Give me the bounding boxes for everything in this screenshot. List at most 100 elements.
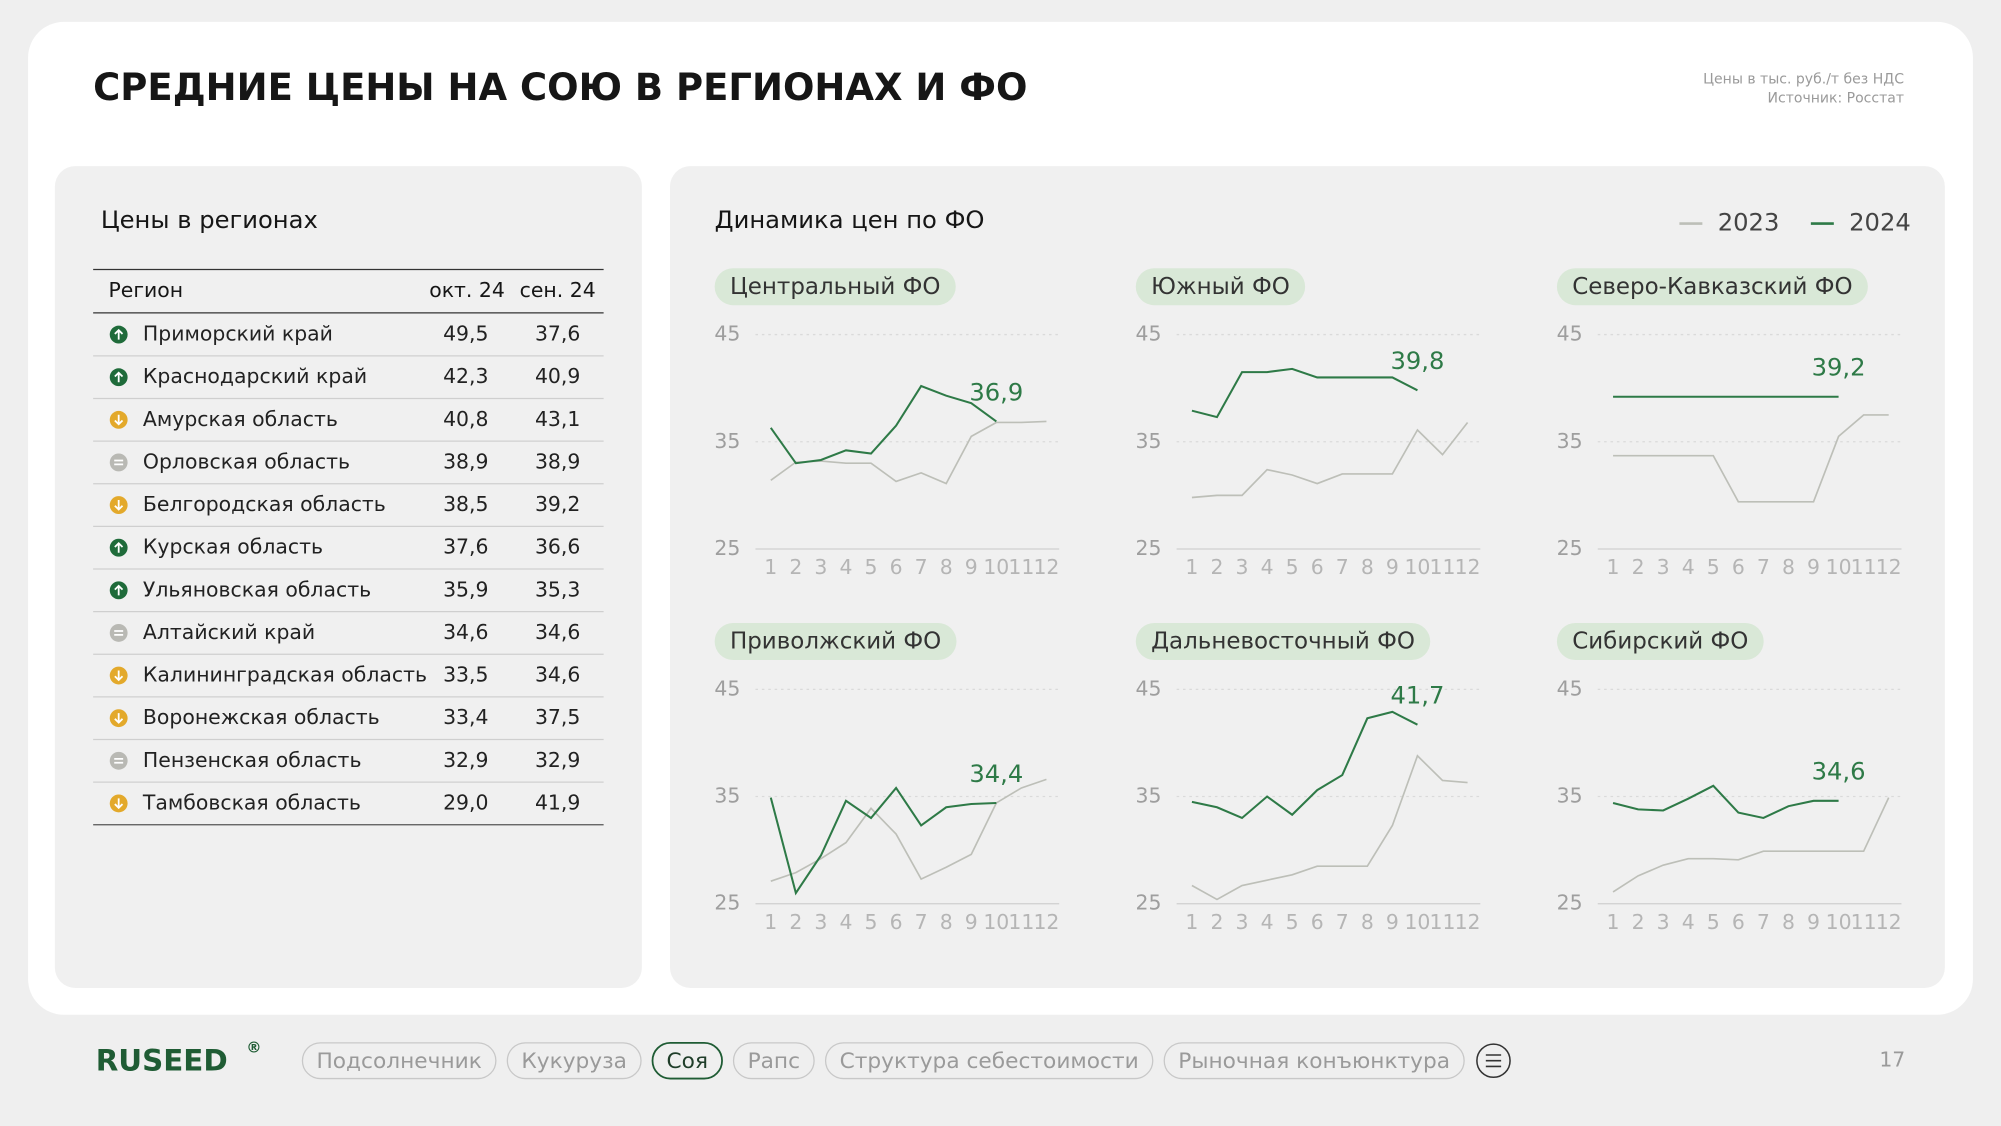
nav-label[interactable]: Структура себестоимости [840,1049,1139,1074]
price: 34,6 [535,620,580,644]
note: Цены в тыс. руб./т без НДС [1703,71,1904,87]
x-tick-label: 4 [1682,910,1695,934]
logo: RUSEED [96,1043,228,1077]
nav-pill[interactable] [1163,1042,1465,1080]
x-tick-label: 8 [940,555,953,579]
trend-arrow [114,371,124,383]
region-name: Пензенская область [143,748,362,772]
column-header: Регион [108,278,183,302]
x-tick-label: 10 [983,910,1009,934]
nav-pill[interactable] [506,1042,642,1080]
price: 32,9 [443,748,488,772]
trend-arrow [114,713,124,724]
x-tick-label: 12 [1876,910,1902,934]
y-tick-label: 45 [1557,676,1583,700]
price: 38,5 [443,492,488,516]
logo-mark: ® [246,1038,261,1056]
chart-title-pill [714,622,957,660]
x-tick-label: 9 [965,555,978,579]
column-header: сен. 24 [520,278,596,302]
legend-label: 2024 [1849,208,1911,237]
x-tick-label: 7 [915,555,928,579]
x-tick-label: 4 [1261,910,1274,934]
region-name: Ульяновская область [143,577,371,601]
x-tick-label: 11 [1008,910,1034,934]
x-tick-label: 1 [1185,555,1198,579]
x-tick-label: 9 [1807,555,1820,579]
trend-arrow [114,630,124,636]
x-tick-label: 8 [1782,910,1795,934]
x-tick-label: 12 [1876,555,1902,579]
x-tick-label: 11 [1851,555,1877,579]
x-tick-label: 8 [940,910,953,934]
y-tick-label: 25 [714,891,740,915]
y-tick-label: 45 [1557,322,1583,346]
chart-title: Приволжский ФО [730,629,941,655]
x-tick-label: 2 [1632,555,1645,579]
x-tick-label: 11 [1851,910,1877,934]
trend-arrow [114,414,124,426]
y-tick-label: 45 [1136,322,1162,346]
x-tick-label: 5 [1286,910,1299,934]
nav-label[interactable]: Кукуруза [521,1049,627,1074]
y-tick-label: 35 [1136,429,1162,453]
x-tick-label: 7 [915,910,928,934]
x-tick-label: 2 [789,910,802,934]
price: 40,9 [535,364,580,388]
nav-label[interactable]: Рапс [748,1049,800,1074]
y-tick-label: 25 [714,536,740,560]
price: 42,3 [443,364,488,388]
nav-pill[interactable] [824,1042,1154,1080]
region-name: Краснодарский край [143,364,367,388]
x-tick-label: 11 [1430,910,1456,934]
x-tick-label: 3 [1236,910,1249,934]
x-tick-label: 3 [1657,910,1670,934]
chart-title: Центральный ФО [730,274,940,300]
trend-arrow [114,798,124,810]
x-tick-label: 4 [1682,555,1695,579]
x-tick-label: 9 [1386,910,1399,934]
nav-label[interactable]: Рыночная конъюнктура [1178,1049,1450,1074]
series-line [1612,797,1890,893]
note: Источник: Росстат [1768,90,1904,106]
x-tick-label: 4 [839,555,852,579]
nav-pill[interactable] [651,1041,723,1080]
price: 32,9 [535,748,580,772]
value-label: 39,2 [1812,353,1866,382]
x-tick-label: 2 [1210,555,1223,579]
trend-arrow [114,459,124,466]
x-tick-label: 1 [1607,910,1620,934]
nav-label[interactable]: Подсолнечник [316,1049,481,1074]
x-tick-label: 10 [1404,910,1430,934]
price: 35,3 [535,577,580,601]
x-tick-label: 10 [1404,555,1430,579]
y-tick-label: 25 [1136,891,1162,915]
x-tick-label: 6 [1311,910,1324,934]
trend-icon [109,751,128,770]
region-name: Белгородская область [143,492,386,516]
nav-pill[interactable] [301,1042,497,1080]
price: 34,6 [443,620,488,644]
price: 29,0 [443,790,488,814]
chart-title-pill [1135,622,1431,660]
trend-arrow [114,328,124,340]
region-name: Амурская область [143,407,338,431]
x-tick-label: 9 [1386,555,1399,579]
x-tick-label: 1 [764,555,777,579]
x-tick-label: 9 [1807,910,1820,934]
x-tick-label: 5 [865,910,878,934]
series-line [769,384,997,465]
nav-label[interactable]: Соя [667,1049,708,1074]
trend-arrow [114,541,124,553]
price: 35,9 [443,577,488,601]
region-name: Воронежская область [143,705,380,729]
x-tick-label: 11 [1008,555,1034,579]
series-line [1612,784,1839,820]
x-tick-label: 10 [983,555,1009,579]
y-tick-label: 35 [1557,429,1583,453]
page-number: 17 [1879,1048,1905,1072]
x-tick-label: 1 [1607,555,1620,579]
nav-pill[interactable] [732,1042,815,1080]
menu-icon[interactable] [1485,1054,1502,1068]
chart-title-pill [1135,268,1306,306]
